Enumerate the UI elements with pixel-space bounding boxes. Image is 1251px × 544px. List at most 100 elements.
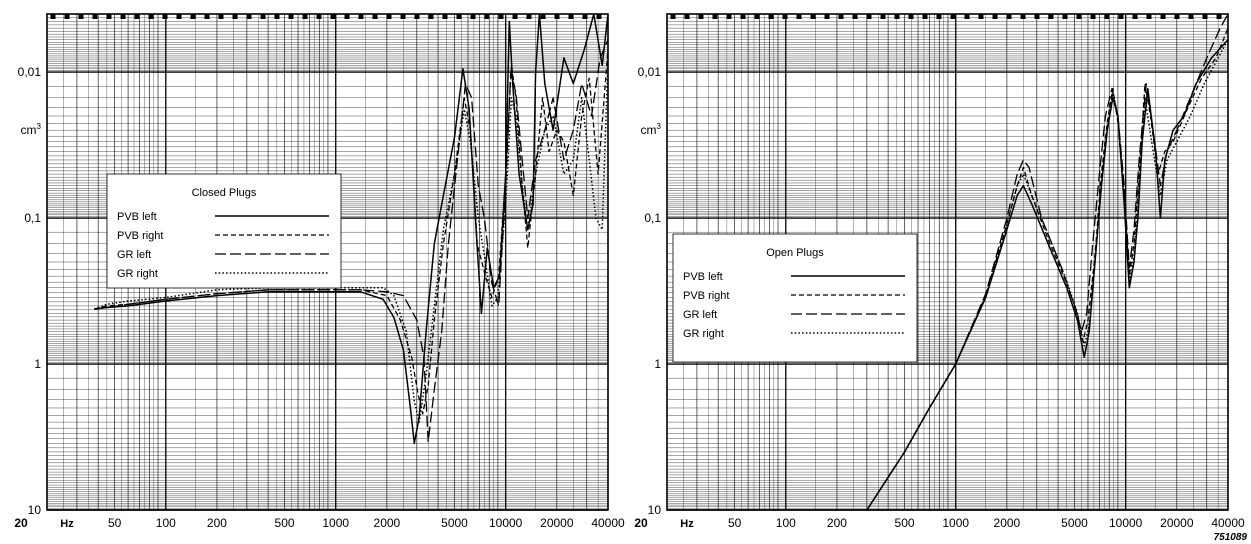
top-edge-marker — [1174, 14, 1180, 19]
top-edge-marker — [880, 14, 886, 19]
x-tick-label: 5000 — [1061, 516, 1088, 530]
y-tick-label: 0,1 — [24, 211, 41, 225]
x-tick-label: 500 — [275, 516, 295, 530]
y-unit-label: cm3 — [641, 122, 662, 137]
x-tick-label: 2000 — [994, 516, 1021, 530]
top-edge-marker — [330, 14, 336, 19]
x-tick-label: 5000 — [441, 516, 468, 530]
x-tick-label: 100 — [156, 516, 176, 530]
top-edge-marker — [1132, 14, 1138, 19]
legend-title: Open Plugs — [766, 247, 824, 259]
series-line-pvb-left — [94, 14, 608, 445]
x-tick-label: 500 — [895, 516, 915, 530]
x-tick-label: 10000 — [489, 516, 523, 530]
top-edge-marker — [852, 14, 858, 19]
x-tick-label: 20000 — [1160, 516, 1194, 530]
top-edge-marker — [838, 14, 844, 19]
top-edge-marker — [288, 14, 294, 19]
top-edge-marker — [526, 14, 532, 19]
x-tick-label: 2000 — [374, 516, 401, 530]
open-plugs-chart: 20 50 100 200 500 1000 2000 5000 10000 20000 40000… — [634, 13, 1245, 530]
top-edge-marker — [908, 14, 914, 19]
y-unit-label: cm3 — [21, 122, 42, 137]
x-tick-label: 40000 — [1211, 516, 1245, 530]
top-edge-marker — [740, 14, 746, 19]
legend-label: GR left — [117, 249, 151, 261]
x-tick-label: 10000 — [1109, 516, 1143, 530]
top-edge-marker — [992, 14, 998, 19]
top-edge-marker — [498, 14, 504, 19]
top-edge-marker — [1006, 14, 1012, 19]
top-edge-marker — [1104, 14, 1110, 19]
x-tick-label: 50 — [108, 516, 122, 530]
top-edge-marker — [1090, 14, 1096, 19]
x-tick-label: 50 — [728, 516, 742, 530]
top-edge-marker — [442, 14, 448, 19]
top-edge-marker — [134, 14, 140, 19]
top-edge-marker — [316, 14, 322, 19]
series-line-gr-left — [866, 14, 1228, 510]
legend-label: PVB left — [683, 271, 723, 283]
y-tick-label: 1 — [34, 357, 41, 371]
x-tick-label: 1000 — [942, 516, 969, 530]
top-edge-marker — [540, 14, 546, 19]
top-edge-marker — [400, 14, 406, 19]
legend-label: PVB right — [683, 290, 729, 302]
x-tick-label: 40000 — [591, 516, 625, 530]
y-tick-label: 0,01 — [18, 65, 42, 79]
legend-box — [672, 233, 918, 363]
y-tick-label: 10 — [28, 503, 42, 517]
top-edge-marker — [302, 14, 308, 19]
series-line-gr-left — [94, 39, 608, 443]
legend-title: Closed Plugs — [192, 187, 257, 199]
legend-box — [106, 173, 342, 289]
top-edge-marker — [796, 14, 802, 19]
top-edge-marker — [670, 14, 676, 19]
top-edge-marker — [726, 14, 732, 19]
top-edge-marker — [866, 14, 872, 19]
x-tick-label: 20000 — [540, 516, 574, 530]
y-tick-label: 1 — [654, 357, 661, 371]
series-line-gr-right — [866, 39, 1228, 510]
top-edge-marker — [218, 14, 224, 19]
x-unit-label: Hz — [60, 518, 74, 530]
top-edge-marker — [148, 14, 154, 19]
top-edge-marker — [754, 14, 760, 19]
top-edge-marker — [1034, 14, 1040, 19]
legend-label: GR right — [683, 328, 724, 340]
top-edge-marker — [456, 14, 462, 19]
top-edge-marker — [1048, 14, 1054, 19]
top-edge-marker — [78, 14, 84, 19]
top-edge-marker — [92, 14, 98, 19]
top-edge-marker — [414, 14, 420, 19]
top-edge-marker — [470, 14, 476, 19]
top-edge-marker — [698, 14, 704, 19]
top-edge-marker — [106, 14, 112, 19]
top-edge-marker — [768, 14, 774, 19]
top-edge-marker — [120, 14, 126, 19]
top-edge-marker — [190, 14, 196, 19]
top-edge-marker — [204, 14, 210, 19]
figure-id: 751089 — [1214, 532, 1248, 543]
x-tick-label: 20 — [634, 516, 648, 530]
top-edge-marker — [1216, 14, 1222, 19]
top-edge-marker — [64, 14, 70, 19]
legend-label: PVB left — [117, 211, 157, 223]
top-edge-marker — [554, 14, 560, 19]
top-edge-marker — [484, 14, 490, 19]
top-edge-marker — [1020, 14, 1026, 19]
top-edge-marker — [386, 14, 392, 19]
top-edge-marker — [162, 14, 168, 19]
top-edge-marker — [176, 14, 182, 19]
top-edge-marker — [782, 14, 788, 19]
x-tick-label: 100 — [776, 516, 796, 530]
top-edge-marker — [232, 14, 238, 19]
x-tick-label: 1000 — [322, 516, 349, 530]
top-edge-marker — [1202, 14, 1208, 19]
top-edge-marker — [1118, 14, 1124, 19]
top-edge-marker — [596, 14, 602, 19]
top-edge-marker — [358, 14, 364, 19]
y-tick-label: 10 — [648, 503, 662, 517]
top-edge-marker — [428, 14, 434, 19]
